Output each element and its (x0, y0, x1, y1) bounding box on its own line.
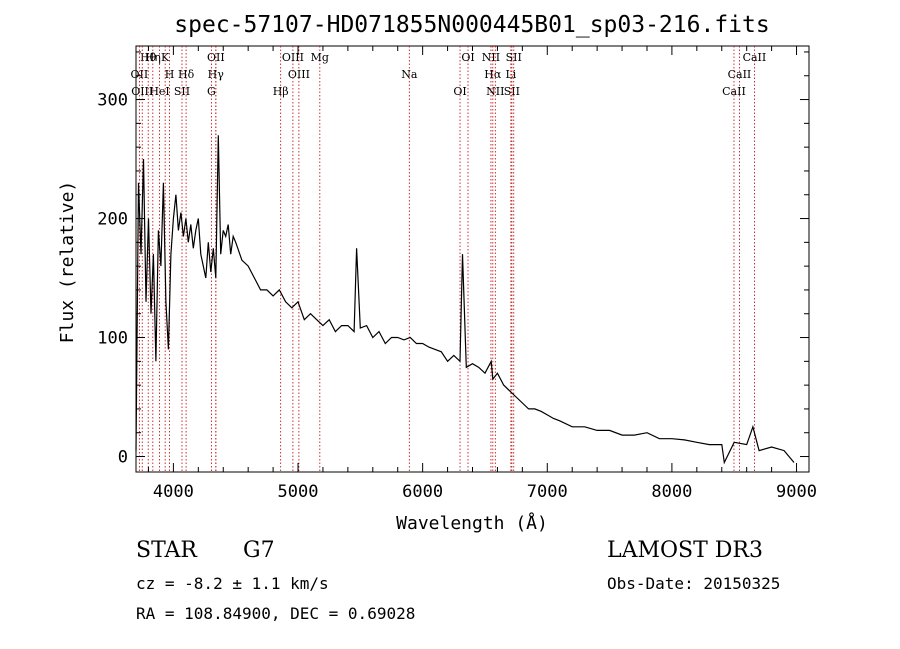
ra-dec: RA = 108.84900, DEC = 0.69028 (136, 604, 416, 623)
marker-label: SII (506, 51, 522, 64)
marker-label: OIII (131, 85, 153, 98)
marker-label: OIII (282, 51, 304, 64)
marker-label: Mg (311, 51, 329, 64)
marker-label: OI (453, 85, 466, 98)
x-axis-label: Wavelength (Å) (396, 512, 548, 534)
marker-label: Li (505, 68, 516, 81)
marker-label: Hβ (273, 85, 289, 98)
marker-label: OI (461, 51, 474, 64)
marker-label: CaII (743, 51, 767, 64)
marker-label: HeI (149, 85, 169, 98)
marker-label: K (161, 51, 170, 64)
marker-label: CaII (722, 85, 746, 98)
marker-label: H (165, 68, 175, 81)
x-tick-label: 8000 (651, 482, 692, 502)
cz-value: cz = -8.2 ± 1.1 km/s (136, 574, 329, 593)
marker-label: NII (486, 85, 504, 98)
marker-label: CaII (728, 68, 752, 81)
marker-label: OII (131, 68, 149, 81)
y-tick-label: 0 (118, 448, 128, 468)
marker-label: NII (482, 51, 500, 64)
x-tick-label: 6000 (402, 482, 443, 502)
x-tick-label: 7000 (527, 482, 568, 502)
chart-title: spec-57107-HD071855N000445B01_sp03-216.f… (174, 12, 769, 38)
obs-date: Obs-Date: 20150325 (607, 574, 781, 593)
plot-frame (135, 45, 810, 473)
class-label: STAR (136, 538, 197, 563)
x-tick-label: 5000 (278, 482, 319, 502)
marker-label: SII (174, 85, 190, 98)
y-tick-label: 200 (97, 210, 128, 230)
flux-series-line (135, 135, 795, 465)
line-markers: HθOIIOIIIKHHeIHηHδSIIOIIHγGOIIIOIIIHβMgN… (131, 46, 767, 472)
marker-label: Hγ (208, 68, 225, 81)
y-tick-label: 300 (97, 91, 128, 111)
marker-label: Hη (145, 51, 161, 64)
survey-label: LAMOST DR3 (607, 538, 763, 563)
y-axis: 0 100 200 300 (97, 51, 809, 468)
marker-label: Hδ (178, 68, 195, 81)
subclass-label: G7 (243, 538, 275, 563)
x-axis: 4000 5000 6000 7000 8000 9000 (147, 46, 817, 502)
x-tick-label: 9000 (776, 482, 817, 502)
marker-label: Na (401, 68, 418, 81)
marker-label: OIII (288, 68, 310, 81)
marker-label: Hα (484, 68, 502, 81)
y-tick-label: 100 (97, 329, 128, 349)
y-axis-label: Flux (relative) (57, 181, 78, 344)
x-tick-label: 4000 (153, 482, 194, 502)
marker-label: SII (504, 85, 520, 98)
marker-label: G (207, 85, 216, 98)
